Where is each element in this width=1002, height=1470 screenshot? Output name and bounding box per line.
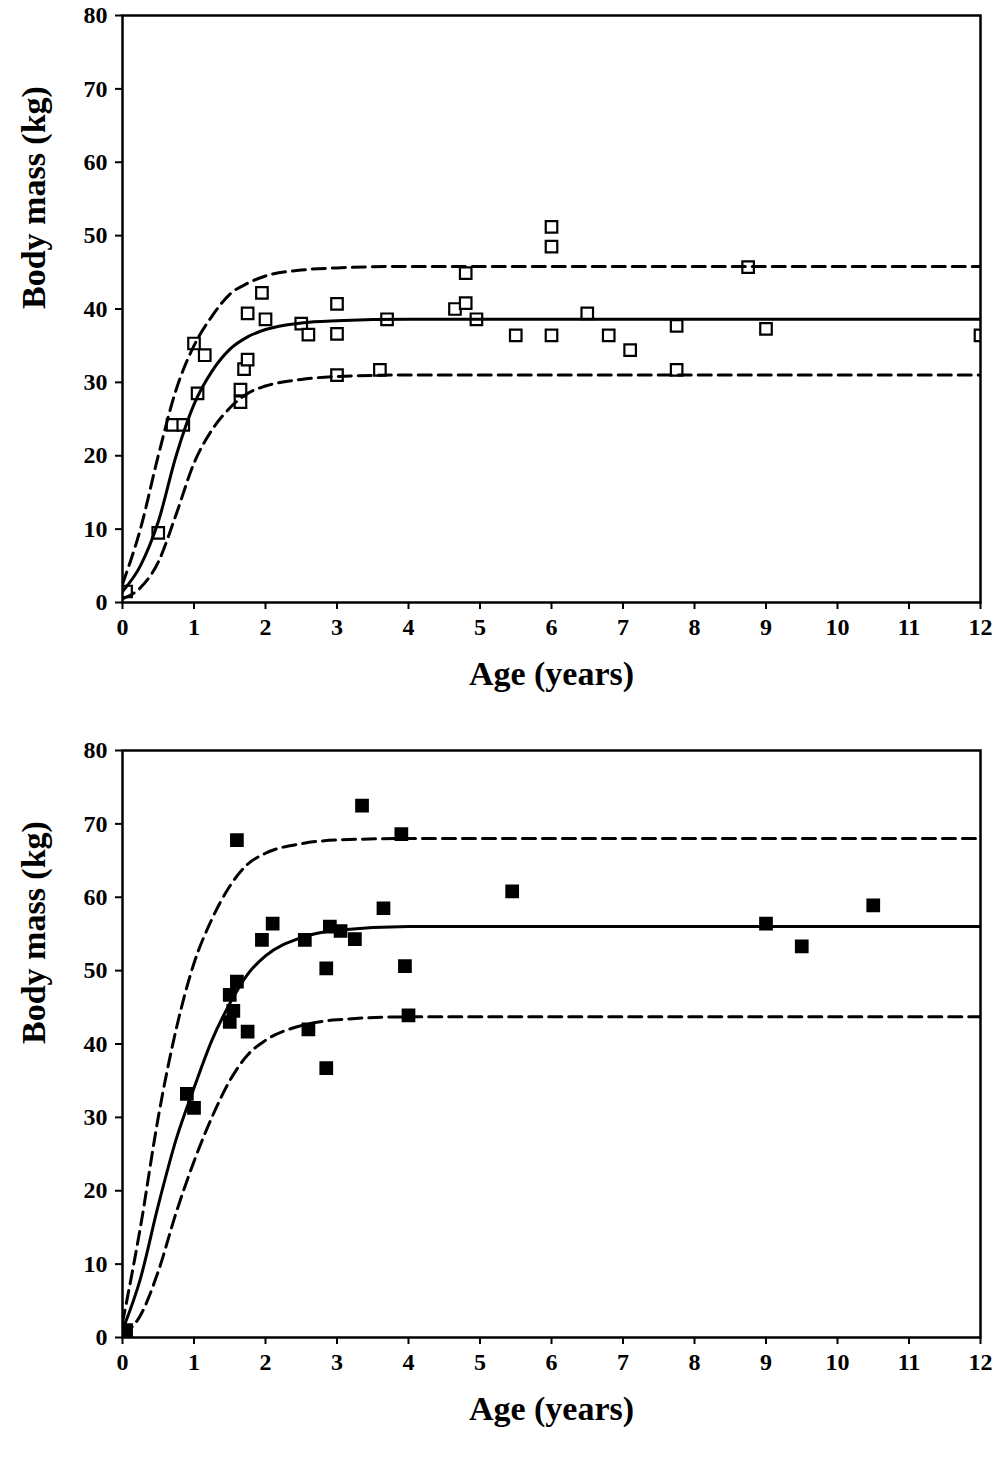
svg-text:0: 0 [117,1349,129,1375]
svg-text:30: 30 [84,369,108,395]
svg-text:0: 0 [117,614,129,640]
svg-text:10: 10 [826,614,850,640]
svg-text:3: 3 [331,1349,343,1375]
svg-text:30: 30 [84,1104,108,1130]
svg-text:10: 10 [84,516,108,542]
svg-text:20: 20 [84,442,108,468]
svg-text:12: 12 [969,614,993,640]
svg-text:Body mass (kg): Body mass (kg) [15,86,53,309]
svg-text:4: 4 [403,614,415,640]
svg-text:50: 50 [84,222,108,248]
svg-text:12: 12 [969,1349,993,1375]
svg-text:0: 0 [96,1324,108,1350]
svg-text:3: 3 [331,614,343,640]
svg-text:1: 1 [188,614,200,640]
svg-text:7: 7 [617,614,629,640]
svg-text:70: 70 [84,76,108,102]
svg-text:Body mass (kg): Body mass (kg) [15,821,53,1044]
svg-text:40: 40 [84,296,108,322]
svg-text:20: 20 [84,1177,108,1203]
svg-text:60: 60 [84,884,108,910]
svg-text:8: 8 [689,614,701,640]
svg-text:8: 8 [689,1349,701,1375]
svg-text:Age (years): Age (years) [469,1390,634,1428]
svg-text:9: 9 [760,1349,772,1375]
svg-text:7: 7 [617,1349,629,1375]
svg-text:60: 60 [84,149,108,175]
svg-text:Age (years): Age (years) [469,655,634,693]
svg-text:4: 4 [403,1349,415,1375]
svg-text:2: 2 [260,614,272,640]
svg-text:9: 9 [760,614,772,640]
svg-text:6: 6 [546,614,558,640]
svg-text:80: 80 [84,2,108,28]
svg-text:10: 10 [826,1349,850,1375]
svg-text:2: 2 [260,1349,272,1375]
svg-text:5: 5 [474,1349,486,1375]
svg-text:11: 11 [898,614,921,640]
svg-text:0: 0 [96,589,108,615]
svg-text:1: 1 [188,1349,200,1375]
svg-text:11: 11 [898,1349,921,1375]
svg-text:50: 50 [84,957,108,983]
svg-text:10: 10 [84,1251,108,1277]
svg-text:40: 40 [84,1031,108,1057]
svg-text:80: 80 [84,737,108,763]
svg-text:5: 5 [474,614,486,640]
svg-text:70: 70 [84,811,108,837]
svg-text:6: 6 [546,1349,558,1375]
